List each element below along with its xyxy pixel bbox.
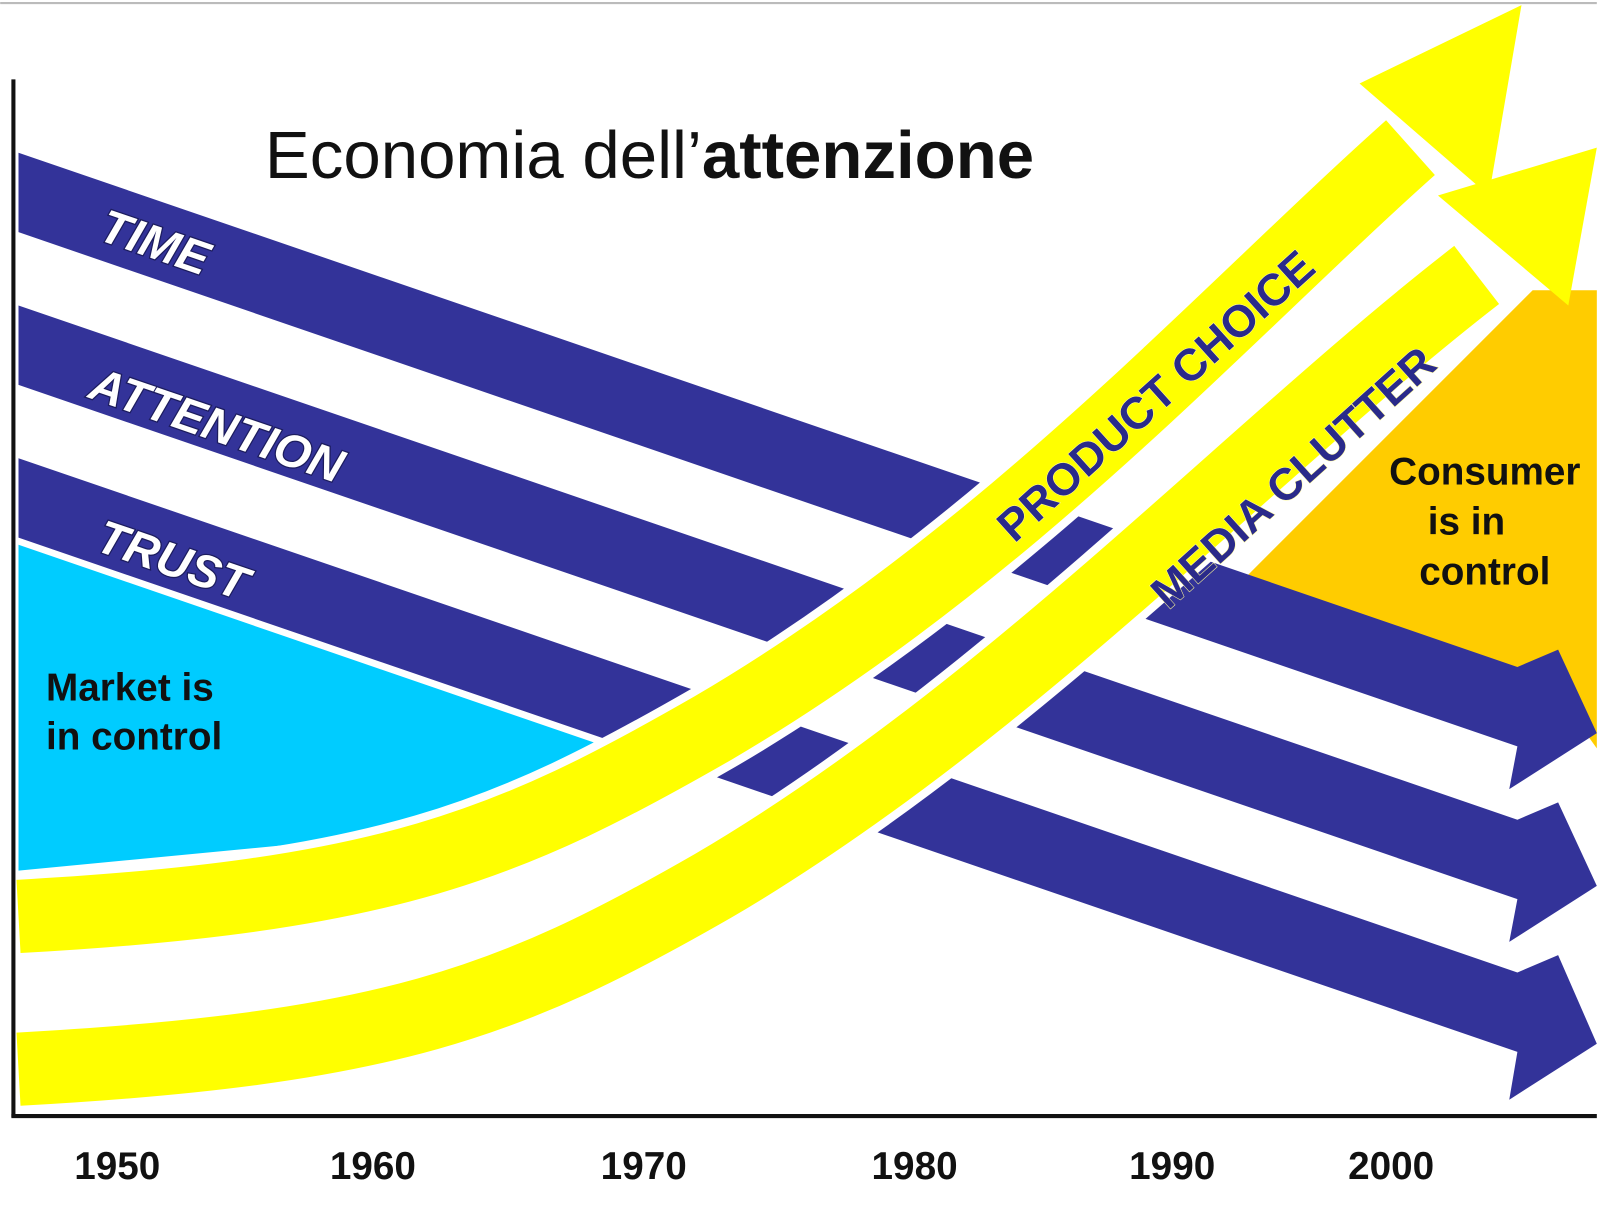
product-choice-arrow	[16, 120, 1435, 954]
title-regular: Economia dell’	[265, 118, 702, 193]
market-region	[18, 544, 612, 871]
year-label: 1970	[601, 1145, 687, 1188]
region-label: Market is	[46, 667, 214, 710]
year-label: 1980	[872, 1145, 958, 1188]
time-band	[18, 152, 1597, 790]
title-bold: attenzione	[702, 118, 1034, 193]
year-label: 2000	[1348, 1145, 1434, 1188]
title: Economia dell’attenzione	[265, 118, 1034, 193]
product-choice-head	[1359, 5, 1522, 196]
consumer-region	[1247, 290, 1597, 749]
yellow-arrows	[16, 5, 1597, 1114]
year-label: 1960	[330, 1145, 416, 1188]
media-clutter-head	[1437, 147, 1597, 306]
region-label: in control	[46, 715, 222, 758]
year-label: 1950	[74, 1145, 160, 1188]
media-clutter-arrow	[16, 245, 1500, 1106]
region-label: control	[1419, 550, 1550, 593]
region-label: is in	[1428, 501, 1505, 544]
year-label: 1990	[1129, 1145, 1215, 1188]
region-label: Consumer	[1389, 451, 1580, 494]
